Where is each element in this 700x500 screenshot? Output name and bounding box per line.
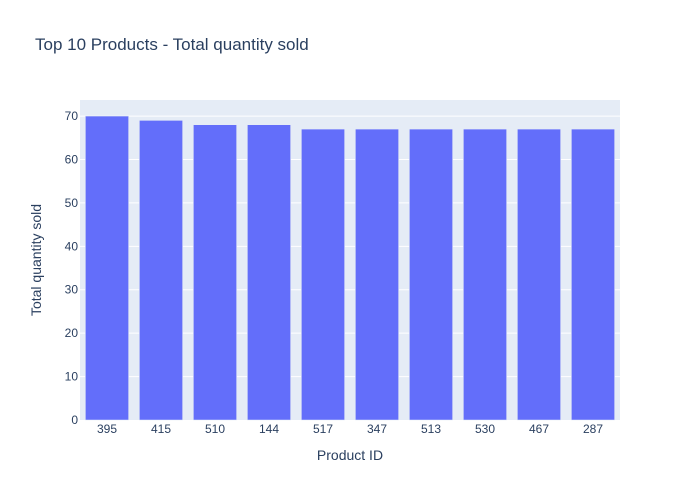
bar-395	[85, 115, 129, 421]
bar-530	[463, 128, 507, 421]
y-tick-label: 20	[65, 326, 79, 340]
chart-title: Top 10 Products - Total quantity sold	[35, 35, 309, 54]
bar-347	[355, 128, 399, 421]
y-tick-label: 60	[65, 152, 79, 166]
y-axis-ticks: 0 10 20 30 40 50 60 70	[65, 109, 79, 427]
x-tick-label: 510	[205, 422, 225, 436]
bars	[85, 115, 615, 421]
y-tick-label: 30	[65, 283, 79, 297]
y-tick-label: 70	[65, 109, 79, 123]
y-tick-label: 10	[65, 370, 79, 384]
x-tick-label: 467	[529, 422, 549, 436]
x-axis-ticks: 395 415 510 144 517 347 513 530 467 287	[97, 422, 603, 436]
bar-415	[139, 120, 183, 421]
y-tick-label: 0	[71, 413, 78, 427]
bar-287	[571, 128, 615, 421]
bar-144	[247, 124, 291, 421]
x-tick-label: 347	[367, 422, 387, 436]
x-axis-title: Product ID	[317, 447, 383, 463]
y-tick-label: 40	[65, 239, 79, 253]
x-tick-label: 395	[97, 422, 117, 436]
y-axis-title: Total quantity sold	[28, 204, 44, 316]
x-tick-label: 144	[259, 422, 279, 436]
x-tick-label: 513	[421, 422, 441, 436]
x-tick-label: 287	[583, 422, 603, 436]
bar-510	[193, 124, 237, 421]
y-tick-label: 50	[65, 196, 79, 210]
x-tick-label: 517	[313, 422, 333, 436]
bar-513	[409, 128, 453, 421]
bar-467	[517, 128, 561, 421]
bar-517	[301, 128, 345, 421]
x-tick-label: 415	[151, 422, 171, 436]
x-tick-label: 530	[475, 422, 495, 436]
